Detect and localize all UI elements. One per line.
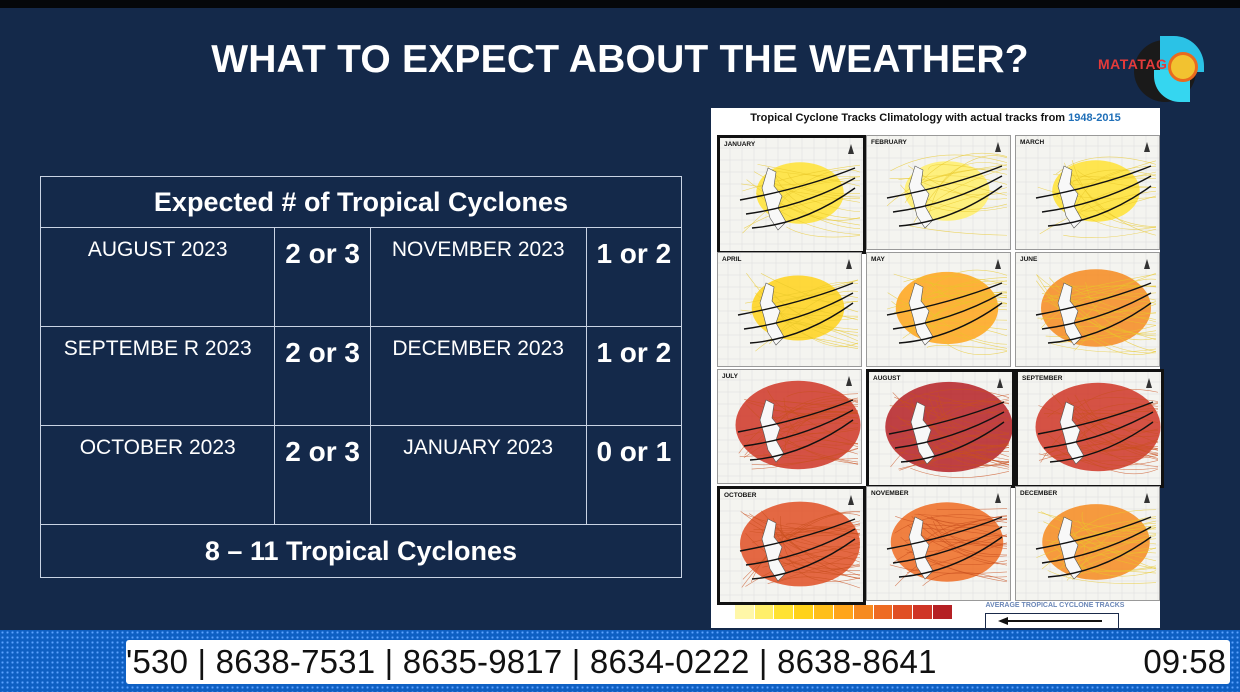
month-panel-label: MARCH	[1020, 139, 1045, 146]
left-arrow-icon	[998, 617, 1102, 625]
month-panel-july: JULY	[717, 369, 862, 484]
legend-swatch	[853, 605, 874, 619]
figure-title-years: 1948-2015	[1068, 112, 1121, 124]
month-panel-november: NOVEMBER	[866, 486, 1011, 601]
month-panel-october: OCTOBER	[717, 486, 866, 605]
track-map	[718, 370, 861, 483]
month-panel-label: OCTOBER	[724, 492, 757, 499]
legend-caption: AVERAGE TROPICAL CYCLONE TRACKS	[985, 602, 1125, 609]
month-panel-march: MARCH	[1015, 135, 1160, 250]
direction-arrow-box	[985, 613, 1119, 629]
figure-title-main: Tropical Cyclone Tracks Climatology with…	[750, 112, 1069, 124]
track-map	[867, 136, 1010, 249]
month-panel-december: DECEMBER	[1015, 486, 1160, 601]
legend-swatch	[754, 605, 775, 619]
month-panel-label: DECEMBER	[1020, 490, 1058, 497]
month-panel-september: SEPTEMBER	[1015, 369, 1164, 488]
figure-title: Tropical Cyclone Tracks Climatology with…	[711, 112, 1160, 124]
track-map	[1018, 372, 1161, 485]
table-row: OCTOBER 2023 2 or 3 JANUARY 2023 0 or 1	[39, 425, 683, 525]
month-cell: AUGUST 2023	[39, 227, 276, 327]
month-cell: OCTOBER 2023	[39, 425, 276, 525]
track-map	[720, 138, 863, 251]
month-panel-label: AUGUST	[873, 375, 901, 382]
month-cell: SEPTEMBE R 2023	[39, 326, 276, 426]
legend-swatch	[715, 605, 735, 619]
track-map	[720, 489, 863, 602]
track-map	[1016, 253, 1159, 366]
month-panel-february: FEBRUARY	[866, 135, 1011, 250]
legend-swatch	[893, 605, 914, 619]
month-panel-label: MAY	[871, 256, 885, 263]
month-panel-label: JULY	[722, 373, 739, 380]
month-panel-label: APRIL	[722, 256, 742, 263]
intensity-color-scale	[715, 605, 953, 619]
tropical-cyclone-table: Expected # of Tropical Cyclones AUGUST 2…	[39, 176, 683, 578]
month-panel-label: JUNE	[1020, 256, 1038, 263]
track-map	[867, 253, 1010, 366]
count-cell: 0 or 1	[585, 425, 683, 525]
ticker-box: '530 | 8638-7531 | 8635-9817 | 8634-0222…	[126, 640, 1230, 684]
track-map	[1016, 487, 1159, 600]
count-cell: 2 or 3	[274, 326, 371, 426]
month-panel-june: JUNE	[1015, 252, 1160, 367]
ticker-hotline-numbers: '530 | 8638-7531 | 8635-9817 | 8634-0222…	[126, 643, 937, 680]
logo-text: MATATAG	[1098, 56, 1168, 72]
legend-swatch	[873, 605, 894, 619]
ticker-clock: 09:58	[1135, 643, 1226, 681]
table-header: Expected # of Tropical Cyclones	[40, 176, 682, 228]
month-cell: DECEMBER 2023	[369, 326, 587, 426]
month-panel-label: SEPTEMBER	[1022, 375, 1063, 382]
count-cell: 1 or 2	[585, 227, 683, 327]
cyclone-track-climatology-figure: Tropical Cyclone Tracks Climatology with…	[711, 108, 1164, 629]
legend-swatch	[933, 605, 953, 619]
count-cell: 2 or 3	[274, 425, 371, 525]
month-panel-label: JANUARY	[724, 141, 756, 148]
logo-gear-icon	[1168, 52, 1198, 82]
legend-swatch	[734, 605, 755, 619]
table-row: AUGUST 2023 2 or 3 NOVEMBER 2023 1 or 2	[39, 227, 683, 327]
track-map	[718, 253, 861, 366]
table-row: SEPTEMBE R 2023 2 or 3 DECEMBER 2023 1 o…	[39, 326, 683, 426]
news-ticker: '530 | 8638-7531 | 8635-9817 | 8634-0222…	[0, 630, 1240, 692]
month-panel-april: APRIL	[717, 252, 862, 367]
legend-swatch	[814, 605, 834, 619]
legend-swatch	[774, 605, 795, 619]
month-panel-may: MAY	[866, 252, 1011, 367]
month-panel-january: JANUARY	[717, 135, 866, 254]
matatag-logo: MATATAG	[1098, 32, 1210, 106]
track-map	[867, 487, 1010, 600]
month-panel-label: FEBRUARY	[871, 139, 907, 146]
table-footer: 8 – 11 Tropical Cyclones	[40, 524, 682, 578]
slide-title: WHAT TO EXPECT ABOUT THE WEATHER?	[211, 38, 1029, 81]
legend-swatch	[794, 605, 815, 619]
top-bar	[0, 0, 1240, 8]
count-cell: 2 or 3	[274, 227, 371, 327]
legend-swatch	[833, 605, 854, 619]
month-cell: JANUARY 2023	[369, 425, 587, 525]
track-map	[1016, 136, 1159, 249]
month-cell: NOVEMBER 2023	[369, 227, 587, 327]
count-cell: 1 or 2	[585, 326, 683, 426]
track-map	[869, 372, 1012, 485]
month-panel-label: NOVEMBER	[871, 490, 909, 497]
legend-swatch	[913, 605, 934, 619]
month-panel-august: AUGUST	[866, 369, 1015, 488]
